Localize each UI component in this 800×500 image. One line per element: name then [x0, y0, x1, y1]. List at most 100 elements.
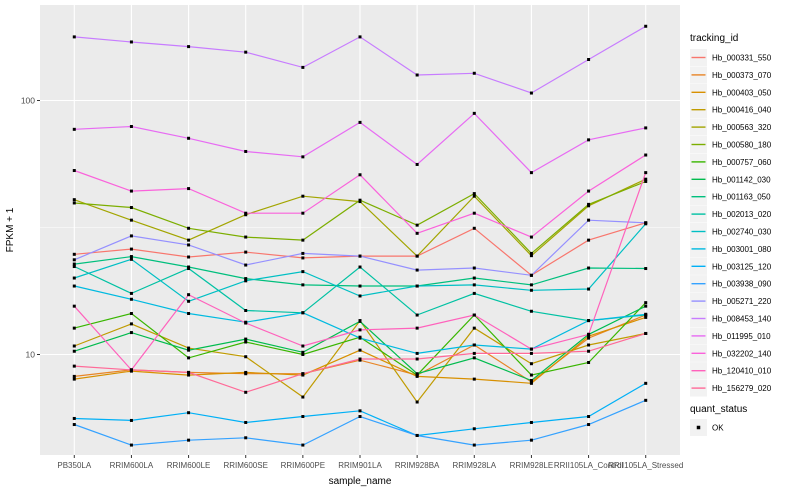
data-point-Hb_000563_320 — [644, 177, 648, 181]
legend-item-Hb_002013_020: Hb_002013_020 — [690, 205, 772, 223]
data-point-Hb_000416_040 — [129, 322, 133, 326]
data-point-Hb_000416_040 — [529, 362, 533, 366]
y-tick-label: 100 — [21, 96, 35, 106]
data-point-Hb_001142_030 — [644, 304, 648, 308]
x-tick-label: RRII105LA_Control — [554, 461, 624, 470]
data-point-Hb_008453_140 — [72, 35, 76, 39]
legend-label: Hb_000373_070 — [712, 71, 772, 80]
data-point-Hb_002013_020 — [244, 309, 248, 313]
data-point-Hb_032202_140 — [244, 211, 248, 215]
data-point-Hb_032202_140 — [358, 173, 362, 177]
data-point-Hb_000403_050 — [529, 381, 533, 385]
data-point-Hb_001142_030 — [301, 350, 305, 354]
legend-label: Hb_003938_090 — [712, 280, 772, 289]
legend-label: Hb_002013_020 — [712, 210, 772, 219]
data-point-Hb_156279_020 — [358, 357, 362, 361]
data-point-Hb_011995_010 — [301, 155, 305, 159]
data-point-Hb_003938_090 — [472, 443, 476, 447]
data-point-Hb_156279_020 — [415, 357, 419, 361]
data-point-Hb_032202_140 — [587, 189, 591, 193]
legend-item-Hb_156279_020: Hb_156279_020 — [690, 379, 772, 397]
legend-label: Hb_000403_050 — [712, 88, 772, 97]
data-point-Hb_000563_320 — [72, 198, 76, 202]
data-point-Hb_005271_220 — [301, 251, 305, 255]
data-point-Hb_005271_220 — [587, 218, 591, 222]
data-point-Hb_003001_080 — [187, 312, 191, 316]
data-point-Hb_000563_320 — [301, 194, 305, 198]
data-point-Hb_011995_010 — [472, 111, 476, 115]
legend-label: Hb_003125_120 — [712, 262, 772, 271]
data-point-Hb_156279_020 — [187, 370, 191, 374]
data-point-Hb_002740_030 — [129, 257, 133, 261]
data-point-Hb_000403_050 — [587, 334, 591, 338]
data-point-Hb_003938_090 — [358, 415, 362, 419]
data-point-Hb_001142_030 — [72, 349, 76, 353]
data-point-Hb_003001_080 — [415, 351, 419, 355]
data-point-Hb_001163_050 — [187, 265, 191, 269]
data-point-Hb_001142_030 — [358, 319, 362, 323]
data-point-Hb_001142_030 — [244, 337, 248, 341]
data-point-Hb_032202_140 — [529, 235, 533, 239]
data-point-Hb_032202_140 — [72, 169, 76, 173]
legend-label: Hb_001142_030 — [712, 175, 771, 184]
data-point-Hb_011995_010 — [187, 136, 191, 140]
data-point-Hb_003001_080 — [129, 297, 133, 301]
data-point-Hb_000757_060 — [644, 301, 648, 305]
data-point-Hb_002740_030 — [415, 284, 419, 288]
data-point-Hb_002740_030 — [587, 287, 591, 291]
data-point-Hb_005271_220 — [529, 273, 533, 277]
legend-label: OK — [712, 424, 724, 433]
data-point-Hb_008453_140 — [301, 65, 305, 69]
data-point-Hb_000416_040 — [187, 346, 191, 350]
data-point-Hb_000563_320 — [129, 218, 133, 222]
legend-item-Hb_032202_140: Hb_032202_140 — [690, 344, 772, 362]
data-point-Hb_000563_320 — [472, 194, 476, 198]
data-point-Hb_000580_180 — [244, 235, 248, 239]
data-point-Hb_002013_020 — [187, 267, 191, 271]
data-point-Hb_003125_120 — [529, 420, 533, 424]
legend-label: Hb_000757_060 — [712, 158, 772, 167]
data-point-Hb_000757_060 — [301, 353, 305, 356]
data-point-Hb_003125_120 — [587, 415, 591, 419]
legend-item-Hb_001163_050: Hb_001163_050 — [690, 188, 771, 206]
data-point-Hb_156279_020 — [587, 349, 591, 353]
data-point-Hb_003125_120 — [358, 409, 362, 413]
data-point-Hb_000563_320 — [529, 254, 533, 258]
data-point-Hb_005271_220 — [129, 234, 133, 238]
data-point-Hb_002740_030 — [187, 299, 191, 303]
legend-item-Hb_005271_220: Hb_005271_220 — [690, 292, 772, 310]
data-point-Hb_120410_010 — [244, 321, 248, 325]
data-point-Hb_032202_140 — [187, 187, 191, 191]
data-point-Hb_003125_120 — [187, 411, 191, 415]
data-point-Hb_001163_050 — [244, 277, 248, 281]
data-point-Hb_003938_090 — [415, 433, 419, 437]
data-point-Hb_000757_060 — [529, 373, 533, 377]
data-point-Hb_002740_030 — [72, 276, 76, 280]
data-point-Hb_000580_180 — [358, 198, 362, 202]
data-point-Hb_000416_040 — [415, 400, 419, 404]
data-point-Hb_011995_010 — [244, 149, 248, 153]
data-point-Hb_000580_180 — [472, 192, 476, 196]
data-point-Hb_002740_030 — [472, 283, 476, 287]
data-point-Hb_000580_180 — [72, 201, 76, 205]
data-point-Hb_032202_140 — [415, 231, 419, 235]
legend-item-Hb_003001_080: Hb_003001_080 — [690, 240, 772, 258]
data-point-Hb_000757_060 — [129, 312, 133, 316]
data-point-Hb_002013_020 — [358, 265, 362, 269]
data-point-Hb_001142_030 — [187, 348, 191, 352]
x-tick-label: PB350LA — [57, 461, 91, 470]
data-point-Hb_005271_220 — [472, 266, 476, 270]
data-point-Hb_001163_050 — [587, 266, 591, 270]
data-point-Hb_000580_180 — [187, 226, 191, 230]
data-point-Hb_002013_020 — [129, 291, 133, 295]
x-tick-label: RRIM600SE — [223, 461, 267, 470]
data-point-Hb_000757_060 — [72, 326, 76, 330]
data-point-Hb_001163_050 — [72, 262, 76, 266]
data-point-Hb_000580_180 — [129, 206, 133, 210]
data-point-Hb_011995_010 — [72, 127, 76, 131]
data-point-Hb_000580_180 — [301, 238, 305, 242]
data-point-Hb_002740_030 — [244, 279, 248, 283]
data-point-Hb_003125_120 — [472, 427, 476, 431]
data-point-Hb_000403_050 — [244, 370, 248, 374]
